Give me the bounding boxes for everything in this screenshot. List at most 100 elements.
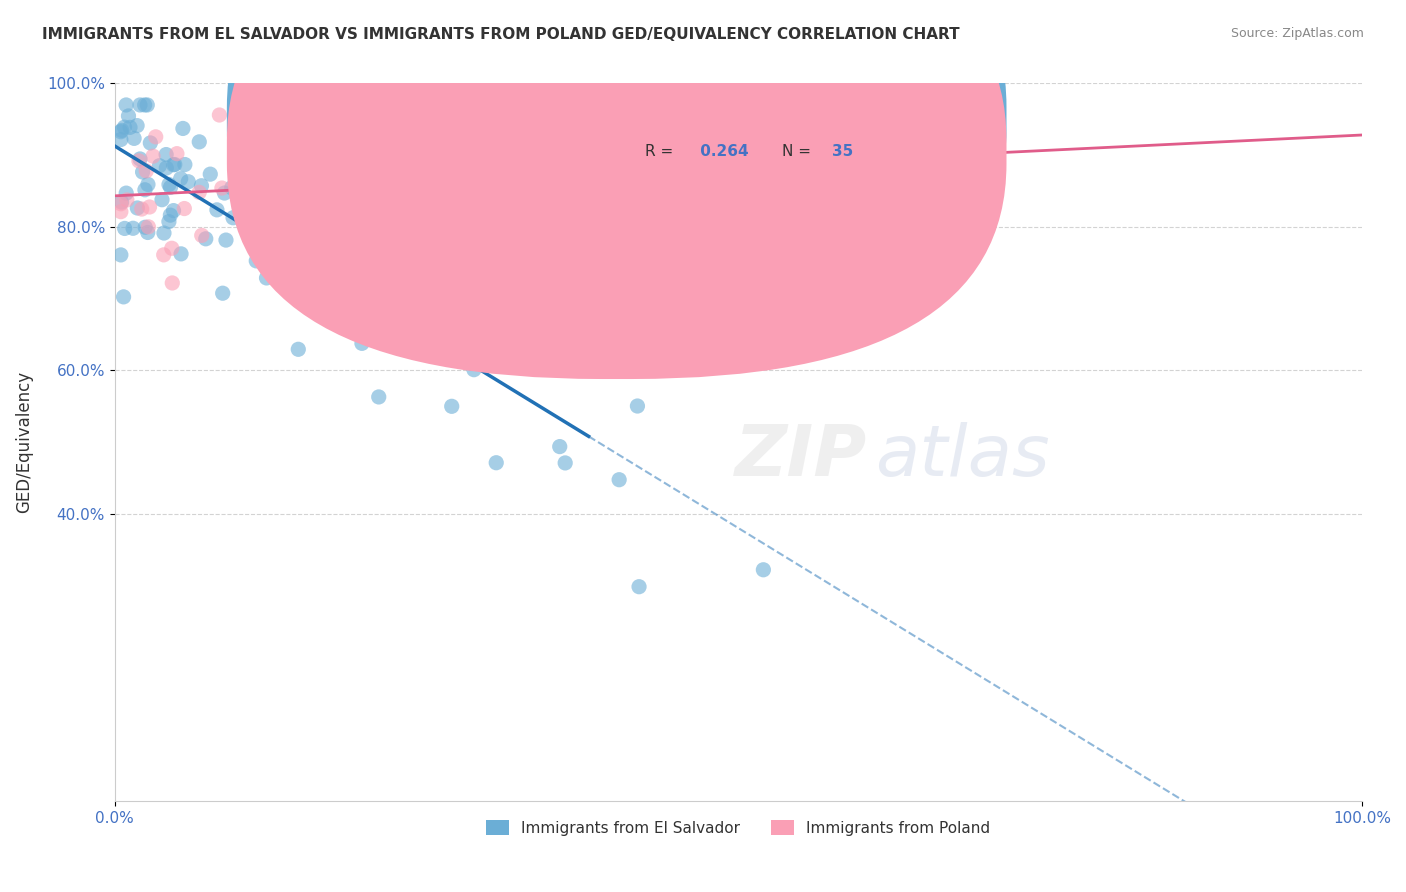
Point xyxy=(266,98,288,112)
Point xyxy=(238,202,260,216)
Point xyxy=(155,161,177,175)
Point xyxy=(190,228,212,243)
Point xyxy=(405,277,427,292)
Point xyxy=(485,456,508,470)
Point xyxy=(194,232,217,246)
Point xyxy=(157,178,180,192)
Point xyxy=(240,132,263,146)
Point xyxy=(214,186,236,200)
Point xyxy=(208,108,231,122)
Point xyxy=(112,290,135,304)
Point xyxy=(115,98,138,112)
Point xyxy=(367,390,389,404)
Point xyxy=(110,125,132,139)
Point xyxy=(628,580,651,594)
Point xyxy=(401,292,423,306)
Point xyxy=(127,119,149,133)
Text: atlas: atlas xyxy=(876,422,1050,491)
Point xyxy=(288,268,311,282)
Point xyxy=(135,164,157,178)
Point xyxy=(128,153,150,168)
Point xyxy=(148,159,170,173)
Point xyxy=(228,125,250,139)
Point xyxy=(115,193,138,207)
Point xyxy=(114,221,136,235)
Point xyxy=(115,186,138,201)
Point xyxy=(110,195,132,210)
Text: Source: ZipAtlas.com: Source: ZipAtlas.com xyxy=(1230,27,1364,40)
Point xyxy=(150,193,173,207)
FancyBboxPatch shape xyxy=(226,0,1007,345)
Point xyxy=(131,202,153,216)
Point xyxy=(301,237,323,252)
Point xyxy=(129,98,152,112)
Point xyxy=(339,180,361,194)
Point xyxy=(111,123,134,137)
Point xyxy=(142,149,165,163)
Point xyxy=(118,120,141,135)
Point xyxy=(333,298,356,312)
Point xyxy=(136,226,159,240)
Text: -0.627: -0.627 xyxy=(695,111,749,126)
Point xyxy=(371,316,394,330)
Point xyxy=(131,165,153,179)
Point xyxy=(122,131,145,145)
Point xyxy=(163,157,186,171)
Point xyxy=(240,139,263,153)
Point xyxy=(134,183,156,197)
Point xyxy=(249,209,271,223)
Point xyxy=(188,135,211,149)
Text: 90: 90 xyxy=(832,111,853,126)
Text: IMMIGRANTS FROM EL SALVADOR VS IMMIGRANTS FROM POLAND GED/EQUIVALENCY CORRELATIO: IMMIGRANTS FROM EL SALVADOR VS IMMIGRANT… xyxy=(42,27,960,42)
Point xyxy=(190,178,212,193)
Point xyxy=(114,120,136,135)
Point xyxy=(222,211,245,225)
Point xyxy=(287,343,309,357)
Point xyxy=(259,139,281,153)
Point xyxy=(134,220,156,235)
Point xyxy=(117,109,139,123)
Point xyxy=(346,198,368,212)
Point xyxy=(173,202,195,216)
Point xyxy=(488,163,510,178)
Point xyxy=(162,203,184,218)
Point xyxy=(136,178,159,192)
Point xyxy=(188,186,211,200)
Point xyxy=(177,175,200,189)
Point xyxy=(299,247,322,261)
Point xyxy=(238,162,260,177)
Point xyxy=(243,222,266,236)
Text: R =: R = xyxy=(645,145,678,159)
Point xyxy=(162,276,184,290)
Point xyxy=(548,440,571,454)
Point xyxy=(523,354,546,368)
Point xyxy=(215,233,238,247)
Point xyxy=(166,146,188,161)
Point xyxy=(160,241,183,255)
Point xyxy=(554,123,576,137)
Point xyxy=(326,232,349,246)
Point xyxy=(235,159,257,173)
Point xyxy=(325,227,347,242)
Point xyxy=(263,148,285,162)
Text: N =: N = xyxy=(782,111,815,126)
Point xyxy=(430,234,453,248)
Point xyxy=(432,220,454,235)
Point xyxy=(325,259,347,273)
Point xyxy=(138,200,160,214)
Point xyxy=(350,336,373,351)
Point xyxy=(381,229,404,244)
Point xyxy=(256,271,278,285)
Point xyxy=(752,563,775,577)
Point xyxy=(122,221,145,235)
Point xyxy=(153,226,176,240)
Point xyxy=(301,143,323,157)
Point xyxy=(110,196,132,211)
Y-axis label: GED/Equivalency: GED/Equivalency xyxy=(15,371,32,513)
Point xyxy=(607,473,630,487)
Point xyxy=(205,202,228,217)
Point xyxy=(162,158,184,172)
Point xyxy=(274,217,297,231)
FancyBboxPatch shape xyxy=(226,0,1007,379)
Point xyxy=(110,248,132,262)
